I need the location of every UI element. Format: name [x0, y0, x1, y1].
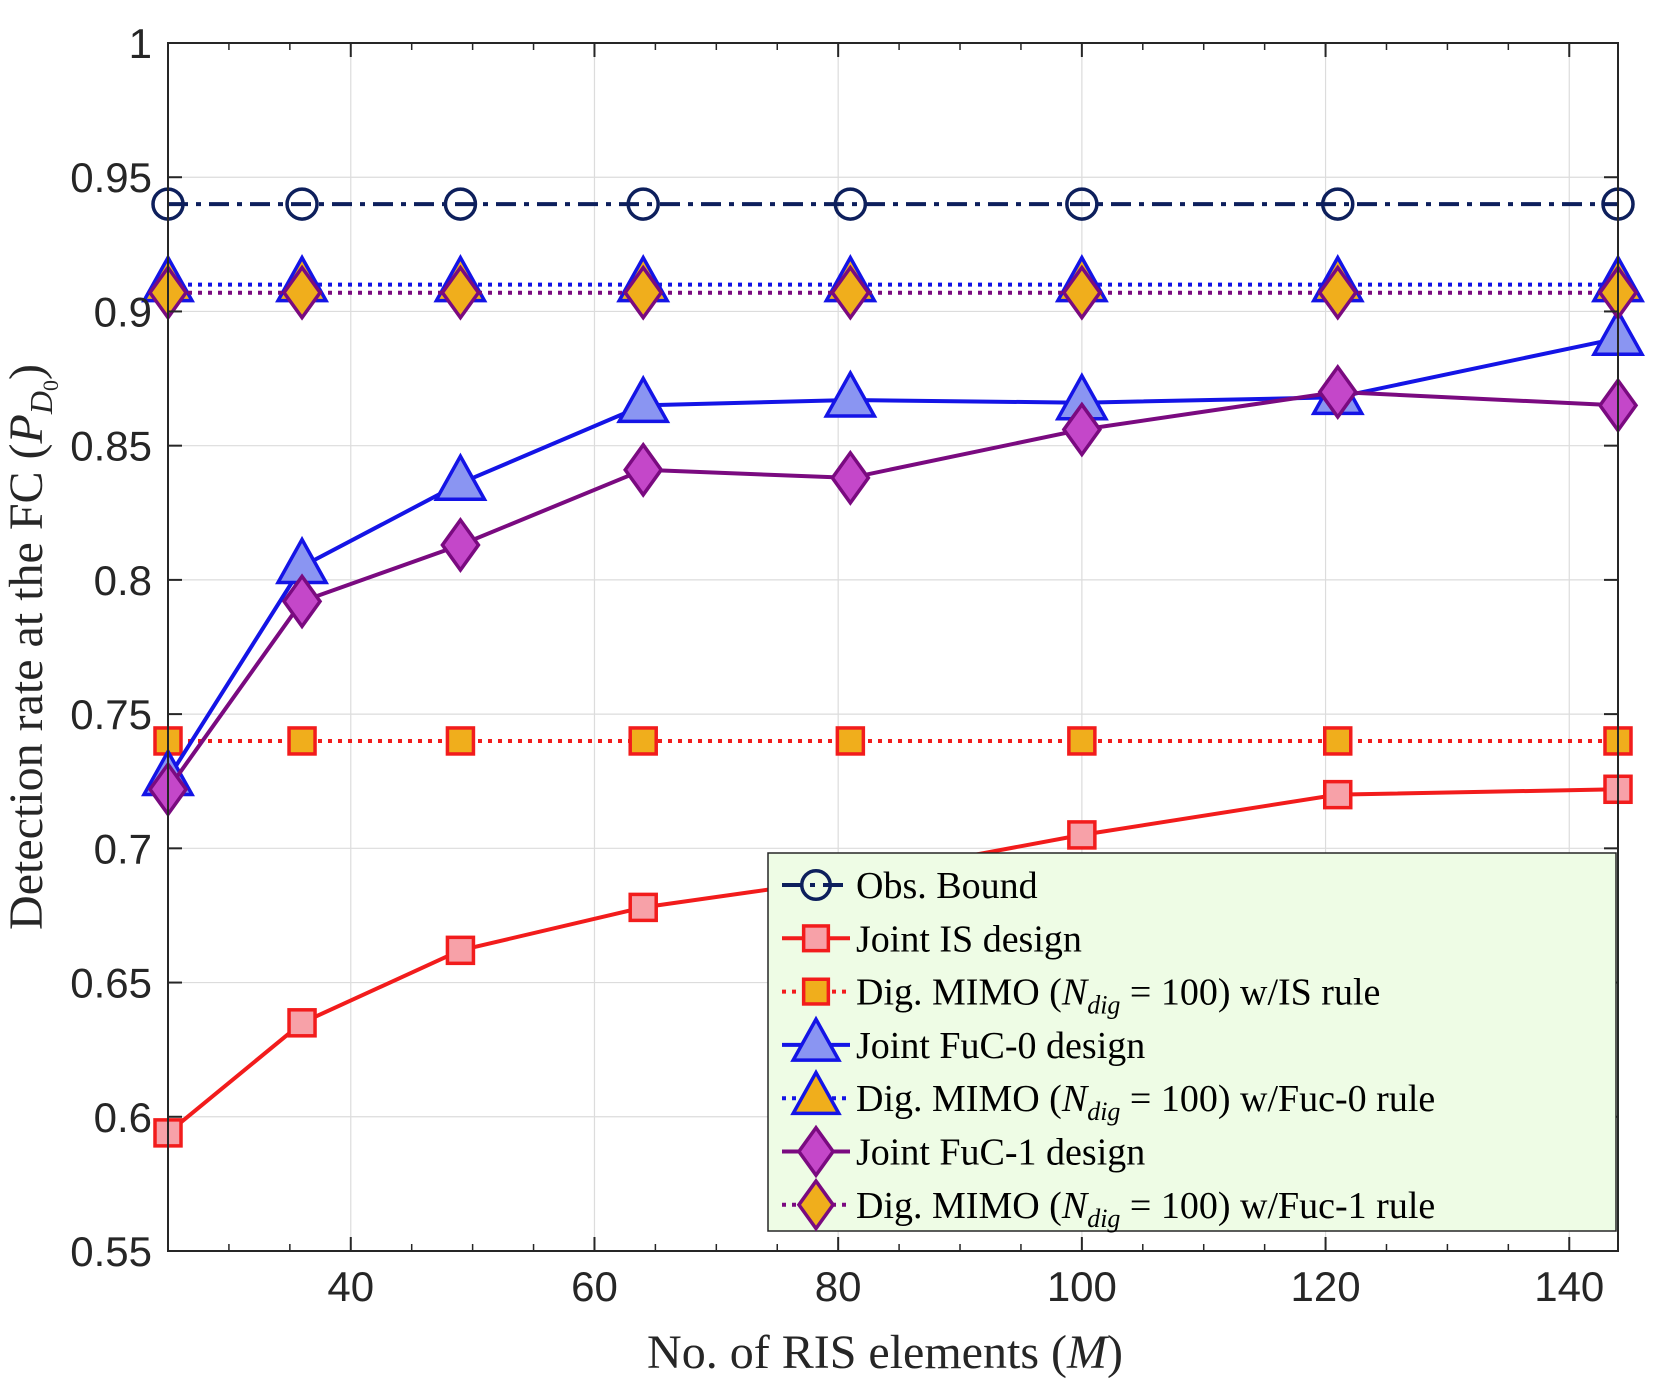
series-3-point-4 — [823, 369, 878, 418]
legend-entry-0: Obs. Bound — [782, 865, 1038, 907]
series-line-5 — [166, 390, 1619, 791]
y-tick-label-0: 0.55 — [70, 1228, 152, 1275]
legend-entry-4: Dig. MIMO (Ndig = 100) w/Fuc-0 rule — [782, 1068, 1435, 1126]
series-1-point-5 — [1067, 820, 1097, 850]
y-tick-label-7: 0.9 — [94, 288, 152, 335]
legend-entry-2: Dig. MIMO (Ndig = 100) w/IS rule — [782, 972, 1380, 1020]
series-5-point-2 — [440, 516, 481, 573]
series-3-point-3 — [616, 374, 671, 424]
series-group — [141, 187, 1645, 1148]
legend-label-0: Obs. Bound — [856, 865, 1038, 907]
legend-label-1: Joint IS design — [856, 918, 1082, 960]
series-2-point-3 — [628, 726, 658, 756]
x-tick-label-2: 80 — [815, 1263, 862, 1310]
series-0-point-3 — [626, 187, 660, 221]
series-1-point-1 — [287, 1008, 317, 1038]
series-5 — [147, 363, 1639, 818]
legend-marker-0 — [800, 869, 832, 901]
y-tick-label-9: 1 — [129, 20, 152, 67]
series-2-point-1 — [287, 726, 317, 756]
x-tick-label-1: 60 — [571, 1263, 618, 1310]
series-5-point-1 — [281, 573, 323, 630]
legend-label-5: Joint FuC-1 design — [856, 1132, 1145, 1174]
legend-marker-3 — [790, 1015, 842, 1062]
y-tick-label-4: 0.75 — [70, 691, 152, 738]
x-tick-label-3: 100 — [1047, 1263, 1117, 1310]
y-tick-label-2: 0.65 — [70, 960, 152, 1007]
series-2-point-5 — [1067, 726, 1097, 756]
series-0-point-1 — [285, 187, 319, 221]
legend-marker-2 — [801, 977, 831, 1006]
legend-entry-6: Dig. MIMO (Ndig = 100) w/Fuc-1 rule — [782, 1178, 1435, 1233]
legend-label-4: Dig. MIMO (Ndig = 100) w/Fuc-0 rule — [856, 1078, 1435, 1126]
tick-labels: 40 60 80 100 120 140 0.55 0.6 0.65 0.7 0.75 0.8 0.85… — [70, 20, 1604, 1310]
series-6-point-2 — [440, 264, 481, 321]
series-line-1 — [166, 787, 1619, 1135]
legend-box — [767, 852, 1617, 1232]
series-5-point-5 — [1061, 401, 1103, 458]
legend-marker-6 — [796, 1178, 836, 1232]
legend-entry-3: Joint FuC-0 design — [782, 1015, 1145, 1067]
series-1-point-6 — [1322, 779, 1353, 810]
series-2-point-4 — [835, 726, 866, 756]
series-1-point-3 — [628, 892, 658, 923]
series-0-point-4 — [833, 187, 868, 221]
x-tick-label-5: 140 — [1534, 1263, 1604, 1310]
legend: Obs. Bound Joint IS design Dig. MIMO (Ndig… — [767, 852, 1617, 1233]
series-0-point-5 — [1065, 187, 1099, 221]
x-axis-title: No. of RIS elements (M) — [647, 1326, 1123, 1379]
tick-marks — [168, 42, 1618, 1252]
series-1-point-2 — [445, 935, 476, 966]
series-3-point-2 — [433, 452, 488, 501]
x-tick-label-0: 40 — [327, 1263, 374, 1310]
series-5-point-4 — [830, 449, 871, 506]
series-6-point-5 — [1061, 264, 1103, 321]
series-6-point-3 — [623, 264, 664, 321]
y-tick-label-8: 0.95 — [70, 154, 152, 201]
legend-label-2: Dig. MIMO (Ndig = 100) w/IS rule — [856, 972, 1380, 1020]
series-6-point-4 — [830, 264, 871, 321]
legend-label-6: Dig. MIMO (Ndig = 100) w/Fuc-1 rule — [856, 1185, 1435, 1233]
series-0-point-2 — [443, 187, 478, 221]
legend-marker-4 — [790, 1068, 842, 1116]
y-tick-label-6: 0.85 — [70, 423, 152, 470]
y-axis-title: Detection rate at the FC (PD0) — [0, 364, 63, 930]
y-tick-label-3: 0.7 — [94, 825, 152, 872]
y-tick-label-1: 0.6 — [94, 1094, 152, 1141]
legend-label-3: Joint FuC-0 design — [856, 1025, 1145, 1067]
x-tick-label-4: 120 — [1291, 1263, 1361, 1310]
series-6-point-6 — [1317, 264, 1358, 321]
legend-marker-1 — [801, 924, 831, 953]
series-5-point-3 — [623, 441, 664, 498]
series-2-point-2 — [445, 726, 476, 756]
series-2-point-6 — [1322, 726, 1353, 756]
legend-entry-1: Joint IS design — [782, 918, 1082, 960]
series-0-point-6 — [1320, 187, 1355, 221]
legend-marker-5 — [796, 1124, 836, 1179]
series-6-point-1 — [281, 264, 323, 321]
grid-lines — [168, 42, 1618, 1252]
series-5-point-6 — [1317, 363, 1358, 420]
y-tick-label-5: 0.8 — [94, 557, 152, 604]
axes-box — [167, 42, 1619, 1252]
legend-entry-5: Joint FuC-1 design — [782, 1124, 1145, 1179]
